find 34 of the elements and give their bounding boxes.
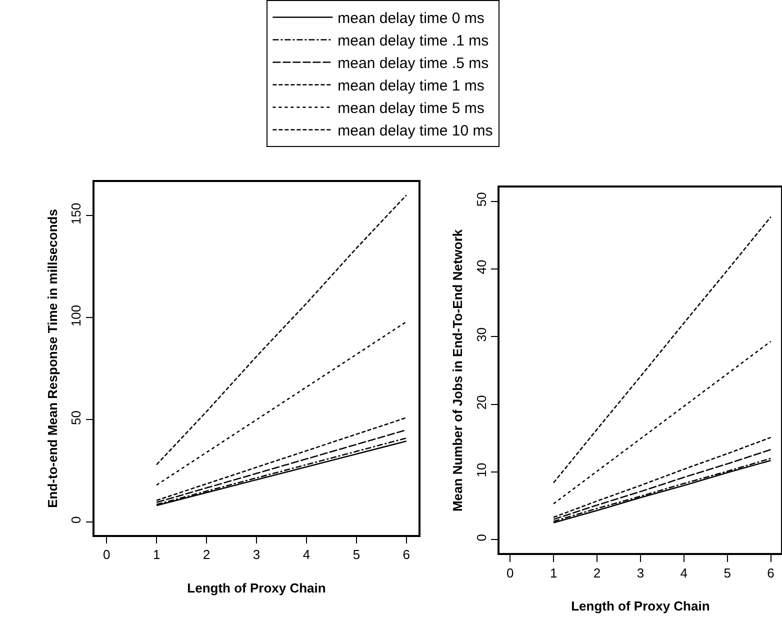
x-tick-label: 6	[402, 547, 410, 562]
y-tick-label: 40	[474, 260, 489, 274]
legend-label: mean delay time 10 ms	[338, 122, 493, 140]
x-tick-label: 4	[302, 547, 310, 562]
legend-label: mean delay time .5 ms	[338, 55, 489, 72]
x-tick-label: 0	[102, 547, 110, 562]
y-tick-label: 10	[474, 462, 489, 478]
y-tick-label: 100	[68, 304, 84, 327]
x-tick-label: 2	[593, 565, 601, 580]
x-tick-label: 0	[506, 565, 514, 580]
x-tick-label: 5	[724, 565, 731, 580]
x-tick-label: 1	[550, 565, 558, 580]
x-axis-title: Length of Proxy Chain	[571, 598, 710, 614]
y-tick-label: 50	[474, 192, 489, 207]
y-axis-title: End-to-end Mean Response Time in millseconds	[45, 209, 60, 508]
x-tick-label: 5	[352, 547, 360, 562]
y-axis-title: Mean Number of Jobs in End-To-End Network	[450, 228, 466, 512]
x-tick-label: 6	[767, 565, 774, 580]
legend-label: mean delay time 0 ms	[338, 10, 484, 28]
y-tick-label: 150	[68, 202, 84, 224]
x-tick-label: 1	[152, 547, 160, 562]
x-tick-label: 3	[252, 547, 260, 562]
y-tick-label: 20	[474, 395, 489, 410]
legend-label: mean delay time .1 ms	[338, 32, 489, 50]
x-tick-label: 2	[202, 547, 210, 562]
legend-label: mean delay time 1 ms	[338, 78, 484, 95]
y-tick-label: 50	[68, 410, 84, 426]
x-tick-label: 4	[680, 565, 688, 580]
x-tick-label: 3	[636, 565, 644, 580]
y-tick-label: 0	[474, 534, 489, 542]
y-tick-label: 0	[68, 516, 84, 524]
legend-label: mean delay time 5 ms	[338, 100, 484, 118]
y-tick-label: 30	[474, 327, 489, 342]
x-axis-title: Length of Proxy Chain	[187, 580, 326, 596]
